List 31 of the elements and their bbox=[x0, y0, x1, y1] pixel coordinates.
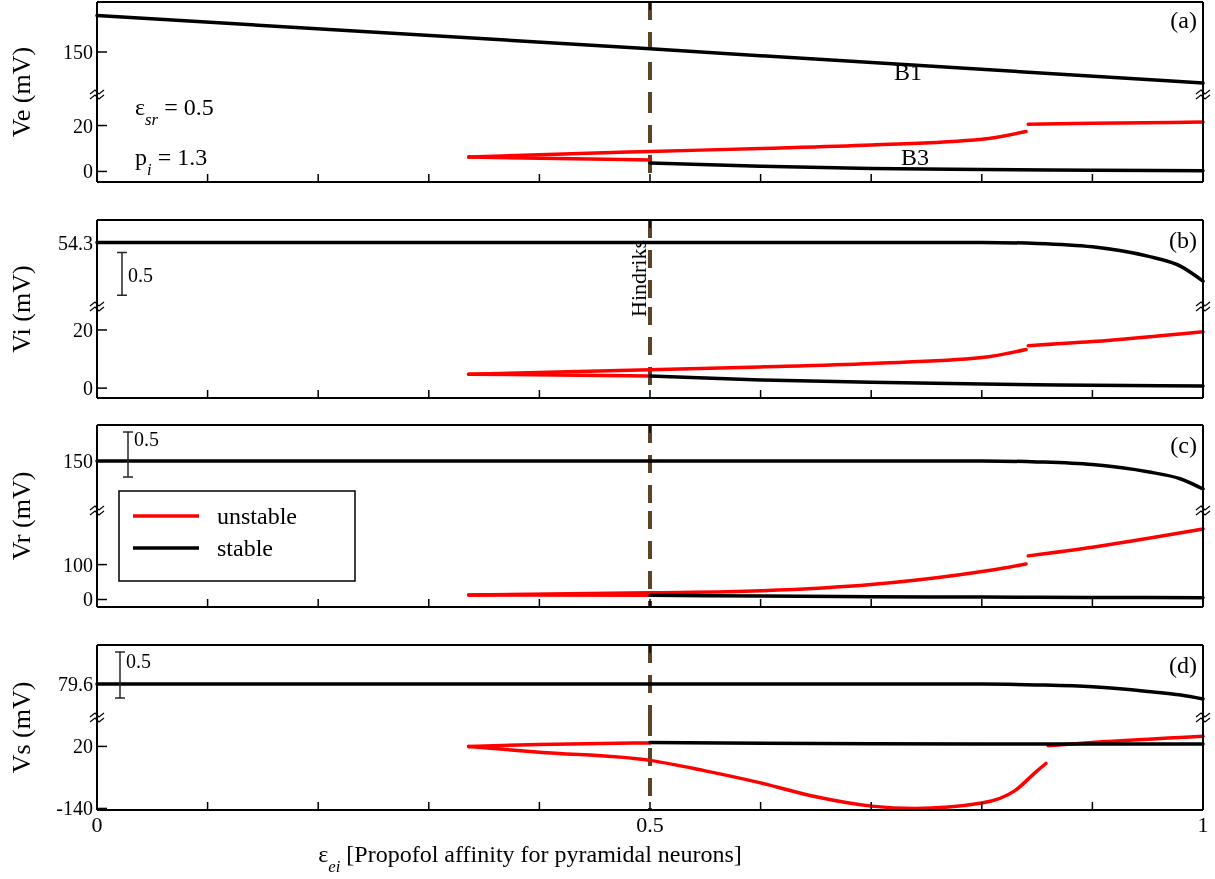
annotation: (a) bbox=[1170, 7, 1197, 33]
text: 0.5 bbox=[134, 428, 159, 450]
text: 79.6 bbox=[58, 673, 93, 695]
text: (c) bbox=[1170, 432, 1197, 458]
text: 150 bbox=[63, 41, 93, 63]
y-tick-label: 100 bbox=[63, 553, 93, 576]
y-tick-label: 0 bbox=[83, 160, 93, 183]
y-tick-label: 20 bbox=[73, 735, 93, 758]
text: (d) bbox=[1169, 652, 1197, 678]
text: 150 bbox=[63, 450, 93, 472]
text: 0.5 bbox=[126, 650, 151, 672]
x-tick-label: 1 bbox=[1197, 812, 1209, 837]
y-axis-title: Ve (mV) bbox=[7, 46, 36, 138]
y-tick-label: 0 bbox=[83, 377, 93, 400]
legend-label: unstable bbox=[217, 503, 297, 530]
annotation: (b) bbox=[1169, 227, 1197, 253]
y-tick-label: 20 bbox=[73, 318, 93, 341]
y-tick-label: -140 bbox=[56, 797, 93, 820]
legend-label: stable bbox=[217, 535, 273, 562]
annotation: B3 bbox=[900, 144, 930, 170]
text: 54.3 bbox=[58, 231, 93, 254]
annotation: p$_{i}$ = 1.3 bbox=[135, 144, 208, 179]
x-axis-title: ε$_{ei}$ [Propofol affinity for pyramidal neurons] bbox=[318, 841, 742, 876]
y-tick-label: 20 bbox=[73, 114, 93, 137]
y-axis-title: Vi (mV) bbox=[7, 265, 36, 353]
y-axis-title: Vr (mV) bbox=[7, 471, 36, 561]
annotation: 0.5 bbox=[128, 264, 153, 286]
x-tick-label: 0.5 bbox=[636, 812, 664, 837]
annotation: ε$_{sr}$ = 0.5 bbox=[135, 94, 214, 129]
y-axis-title: Vs (mV) bbox=[7, 681, 36, 774]
y-tick-label: 0 bbox=[83, 588, 93, 611]
